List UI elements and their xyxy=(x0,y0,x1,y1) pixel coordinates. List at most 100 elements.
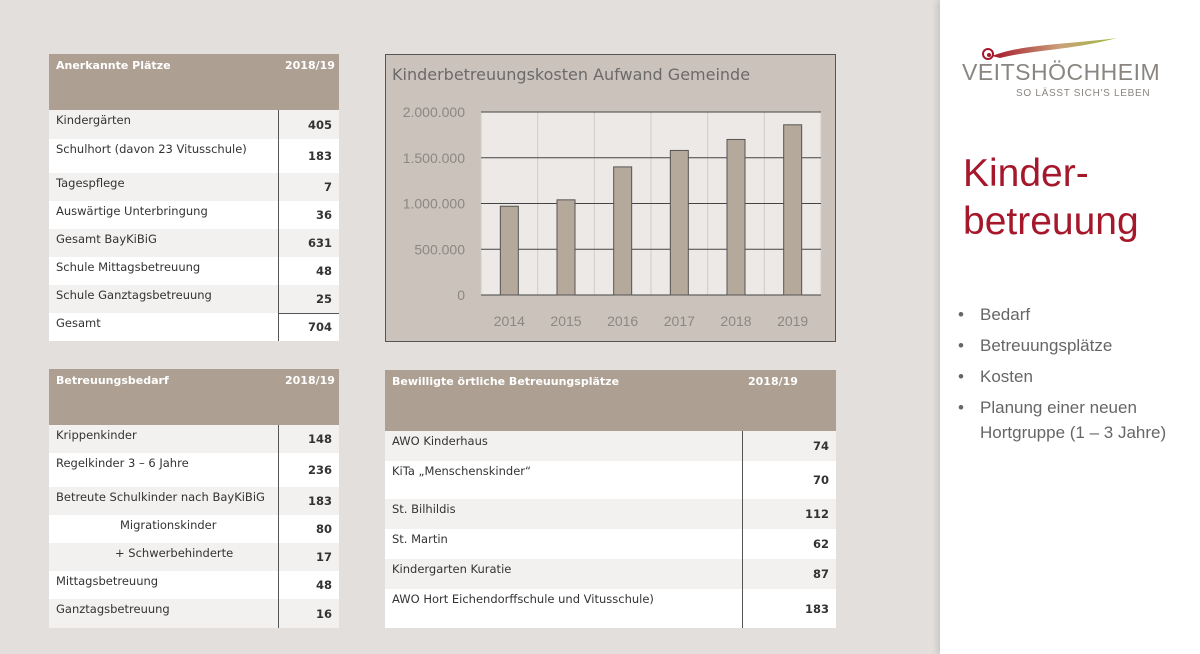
row-label: Kindergärten xyxy=(49,110,278,139)
list-item-label: Kosten xyxy=(980,367,1033,386)
x-tick-label: 2018 xyxy=(720,313,751,329)
table-row: + Schwerbehinderte 17 xyxy=(49,543,339,571)
table-row: AWO Kinderhaus 74 xyxy=(385,431,836,461)
row-label: Kindergarten Kuratie xyxy=(385,559,742,589)
row-value: 405 xyxy=(277,110,339,139)
row-label: Tagespflege xyxy=(49,173,278,201)
row-label: AWO Kinderhaus xyxy=(385,431,742,461)
brand-logo-swoosh xyxy=(982,38,1117,60)
row-label: Gesamt BayKiBiG xyxy=(49,229,278,257)
table-row: St. Martin 62 xyxy=(385,529,836,559)
row-value: 704 xyxy=(277,312,339,341)
page-title: Kinder- betreuung xyxy=(963,150,1139,246)
table-row: Betreute Schulkinder nach BayKiBiG 183 xyxy=(49,487,339,515)
table-header-row: Bewilligte örtliche Betreuungsplätze 201… xyxy=(385,370,836,431)
table-row: Gesamt BayKiBiG 631 xyxy=(49,229,339,257)
row-value: 62 xyxy=(741,529,836,559)
row-label: Schule Mittagsbetreuung xyxy=(49,257,278,285)
table-header-label: Betreuungsbedarf xyxy=(49,369,278,425)
chart-bar xyxy=(613,166,633,296)
chart-bar xyxy=(556,199,576,296)
content-area: Anerkannte Plätze 2018/19 Kindergärten 4… xyxy=(49,54,836,628)
x-tick-label: 2019 xyxy=(777,313,808,329)
bullet-icon: • xyxy=(958,367,964,386)
table-row: Auswärtige Unterbringung 36 xyxy=(49,201,339,229)
list-item-label: Planung einer neuen Hortgruppe (1 – 3 Ja… xyxy=(980,398,1167,442)
table-row: Ganztagsbetreuung 16 xyxy=(49,599,339,628)
row-label: St. Martin xyxy=(385,529,742,559)
table-row: Migrationskinder 80 xyxy=(49,515,339,543)
x-tick-label: 2015 xyxy=(550,313,581,329)
chart-bar xyxy=(726,138,746,296)
row-value: 7 xyxy=(277,173,339,201)
brand-logo-tagline: SO LÄSST SICH'S LEBEN xyxy=(1016,88,1151,99)
list-item: • Kosten xyxy=(958,364,1188,389)
y-tick-label: 0 xyxy=(457,287,465,303)
x-tick-label: 2017 xyxy=(664,313,695,329)
bullet-icon: • xyxy=(958,398,964,417)
table-header-row: Anerkannte Plätze 2018/19 xyxy=(49,54,339,110)
row-label: Ganztagsbetreuung xyxy=(49,599,278,628)
table-header-year: 2018/19 xyxy=(278,54,339,110)
table-row: Tagespflege 7 xyxy=(49,173,339,201)
row-value: 17 xyxy=(277,543,339,571)
table-header-label: Anerkannte Plätze xyxy=(49,54,278,110)
row-value: 80 xyxy=(277,515,339,543)
row-value: 25 xyxy=(277,285,339,313)
row-value: 70 xyxy=(741,461,836,499)
cost-chart: Kinderbetreuungskosten Aufwand Gemeinde … xyxy=(385,54,836,342)
table-header-year: 2018/19 xyxy=(742,370,836,431)
row-label: KiTa „Menschenskinder“ xyxy=(385,461,742,499)
topic-list: • Bedarf • Betreuungsplätze • Kosten • Planu… xyxy=(958,302,1188,451)
row-value: 36 xyxy=(277,201,339,229)
row-value: 183 xyxy=(277,487,339,515)
row-label: St. Bilhildis xyxy=(385,499,742,529)
demand-table: Betreuungsbedarf 2018/19 Krippenkinder 1… xyxy=(49,369,339,628)
row-label: Migrationskinder xyxy=(49,515,278,543)
row-value: 74 xyxy=(741,431,836,461)
row-label: + Schwerbehinderte xyxy=(49,543,278,571)
brand-logo-name: VEITSHÖCHHEIM xyxy=(962,59,1161,85)
bullet-icon: • xyxy=(958,336,964,355)
y-tick-label: 1.500.000 xyxy=(403,150,465,166)
table-row: Schulhort (davon 23 Vitusschule) 183 xyxy=(49,139,339,173)
row-label: Gesamt xyxy=(49,313,278,341)
table-row: St. Bilhildis 112 xyxy=(385,499,836,529)
row-label: Krippenkinder xyxy=(49,425,278,453)
page-title-line1: Kinder- xyxy=(963,152,1089,195)
row-value: 148 xyxy=(277,425,339,453)
x-tick-label: 2016 xyxy=(607,313,638,329)
row-label: Regelkinder 3 – 6 Jahre xyxy=(49,453,278,487)
list-item: • Bedarf xyxy=(958,302,1188,327)
table-row: Mittagsbetreuung 48 xyxy=(49,571,339,599)
chart-title: Kinderbetreuungskosten Aufwand Gemeinde xyxy=(392,65,751,84)
y-tick-label: 500.000 xyxy=(414,241,465,257)
table-header-row: Betreuungsbedarf 2018/19 xyxy=(49,369,339,425)
row-value: 183 xyxy=(277,139,339,173)
chart-bar xyxy=(783,124,803,296)
table-row: Schule Mittagsbetreuung 48 xyxy=(49,257,339,285)
row-label: Auswärtige Unterbringung xyxy=(49,201,278,229)
table-header-year: 2018/19 xyxy=(278,369,339,425)
y-tick-label: 1.000.000 xyxy=(403,196,465,212)
sidebar-panel xyxy=(940,0,1200,654)
row-value: 631 xyxy=(277,229,339,257)
row-value: 48 xyxy=(277,571,339,599)
table-row: AWO Hort Eichendorffschule und Vitusschu… xyxy=(385,589,836,628)
row-value: 112 xyxy=(741,499,836,529)
row-label: Betreute Schulkinder nach BayKiBiG xyxy=(49,487,278,515)
table-row: Krippenkinder 148 xyxy=(49,425,339,453)
list-item: • Planung einer neuen Hortgruppe (1 – 3 J… xyxy=(958,395,1188,445)
table-row: Kindergarten Kuratie 87 xyxy=(385,559,836,589)
row-value: 16 xyxy=(277,599,339,628)
recognized-places-table: Anerkannte Plätze 2018/19 Kindergärten 4… xyxy=(49,54,339,341)
table-row: Schule Ganztagsbetreuung 25 xyxy=(49,285,339,313)
list-item-label: Bedarf xyxy=(980,305,1031,324)
x-tick-label: 2014 xyxy=(494,313,525,329)
chart-plot: 0 500.000 1.000.000 1.500.000 2.000.000 2014 2… xyxy=(403,104,822,329)
row-label: Mittagsbetreuung xyxy=(49,571,278,599)
list-item-label: Betreuungsplätze xyxy=(980,336,1113,355)
row-label: Schule Ganztagsbetreuung xyxy=(49,285,278,313)
row-label: Schulhort (davon 23 Vitusschule) xyxy=(49,139,278,173)
bullet-icon: • xyxy=(958,305,964,324)
